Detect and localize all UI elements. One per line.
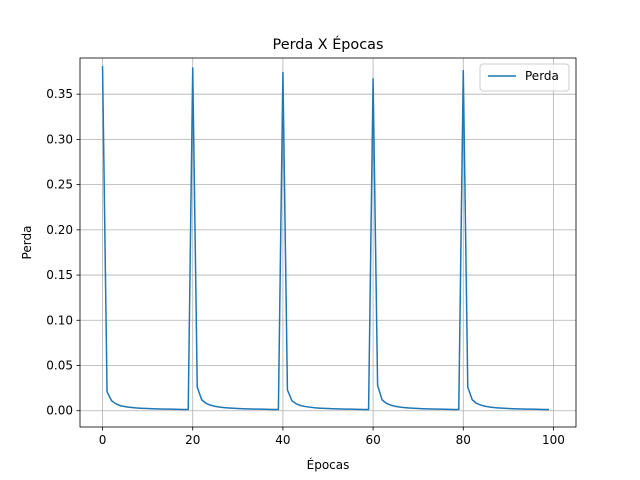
legend-label-perda: Perda xyxy=(525,69,559,83)
y-tick-label: 0.15 xyxy=(46,268,73,282)
y-tick-label: 0.20 xyxy=(46,223,73,237)
x-tick-label: 0 xyxy=(99,433,107,447)
legend: Perda xyxy=(479,63,570,92)
x-tick-label: 80 xyxy=(456,433,471,447)
series-line-perda xyxy=(101,66,549,411)
x-tick-label: 60 xyxy=(365,433,380,447)
y-tick-label: 0.05 xyxy=(46,359,73,373)
y-tick-label: 0.25 xyxy=(46,178,73,192)
x-axis: 0 20 40 60 80 100 xyxy=(99,427,565,447)
axes-frame xyxy=(79,57,577,428)
y-tick-label: 0.30 xyxy=(46,132,73,146)
x-tick-label: 40 xyxy=(275,433,290,447)
y-tick-label: 0.35 xyxy=(46,87,73,101)
x-tick-label: 100 xyxy=(542,433,565,447)
x-axis-label: Épocas xyxy=(307,457,350,472)
plot-area xyxy=(101,66,549,411)
y-tick-label: 0.00 xyxy=(46,404,73,418)
x-tick-label: 20 xyxy=(185,433,200,447)
chart-title: Perda X Épocas xyxy=(273,36,384,53)
legend-box xyxy=(479,63,570,92)
y-axis-label: Perda xyxy=(20,226,34,260)
y-tick-label: 0.10 xyxy=(46,313,73,327)
y-axis: 0.00 0.05 0.10 0.15 0.20 0.25 0.30 0.35 xyxy=(46,87,80,418)
